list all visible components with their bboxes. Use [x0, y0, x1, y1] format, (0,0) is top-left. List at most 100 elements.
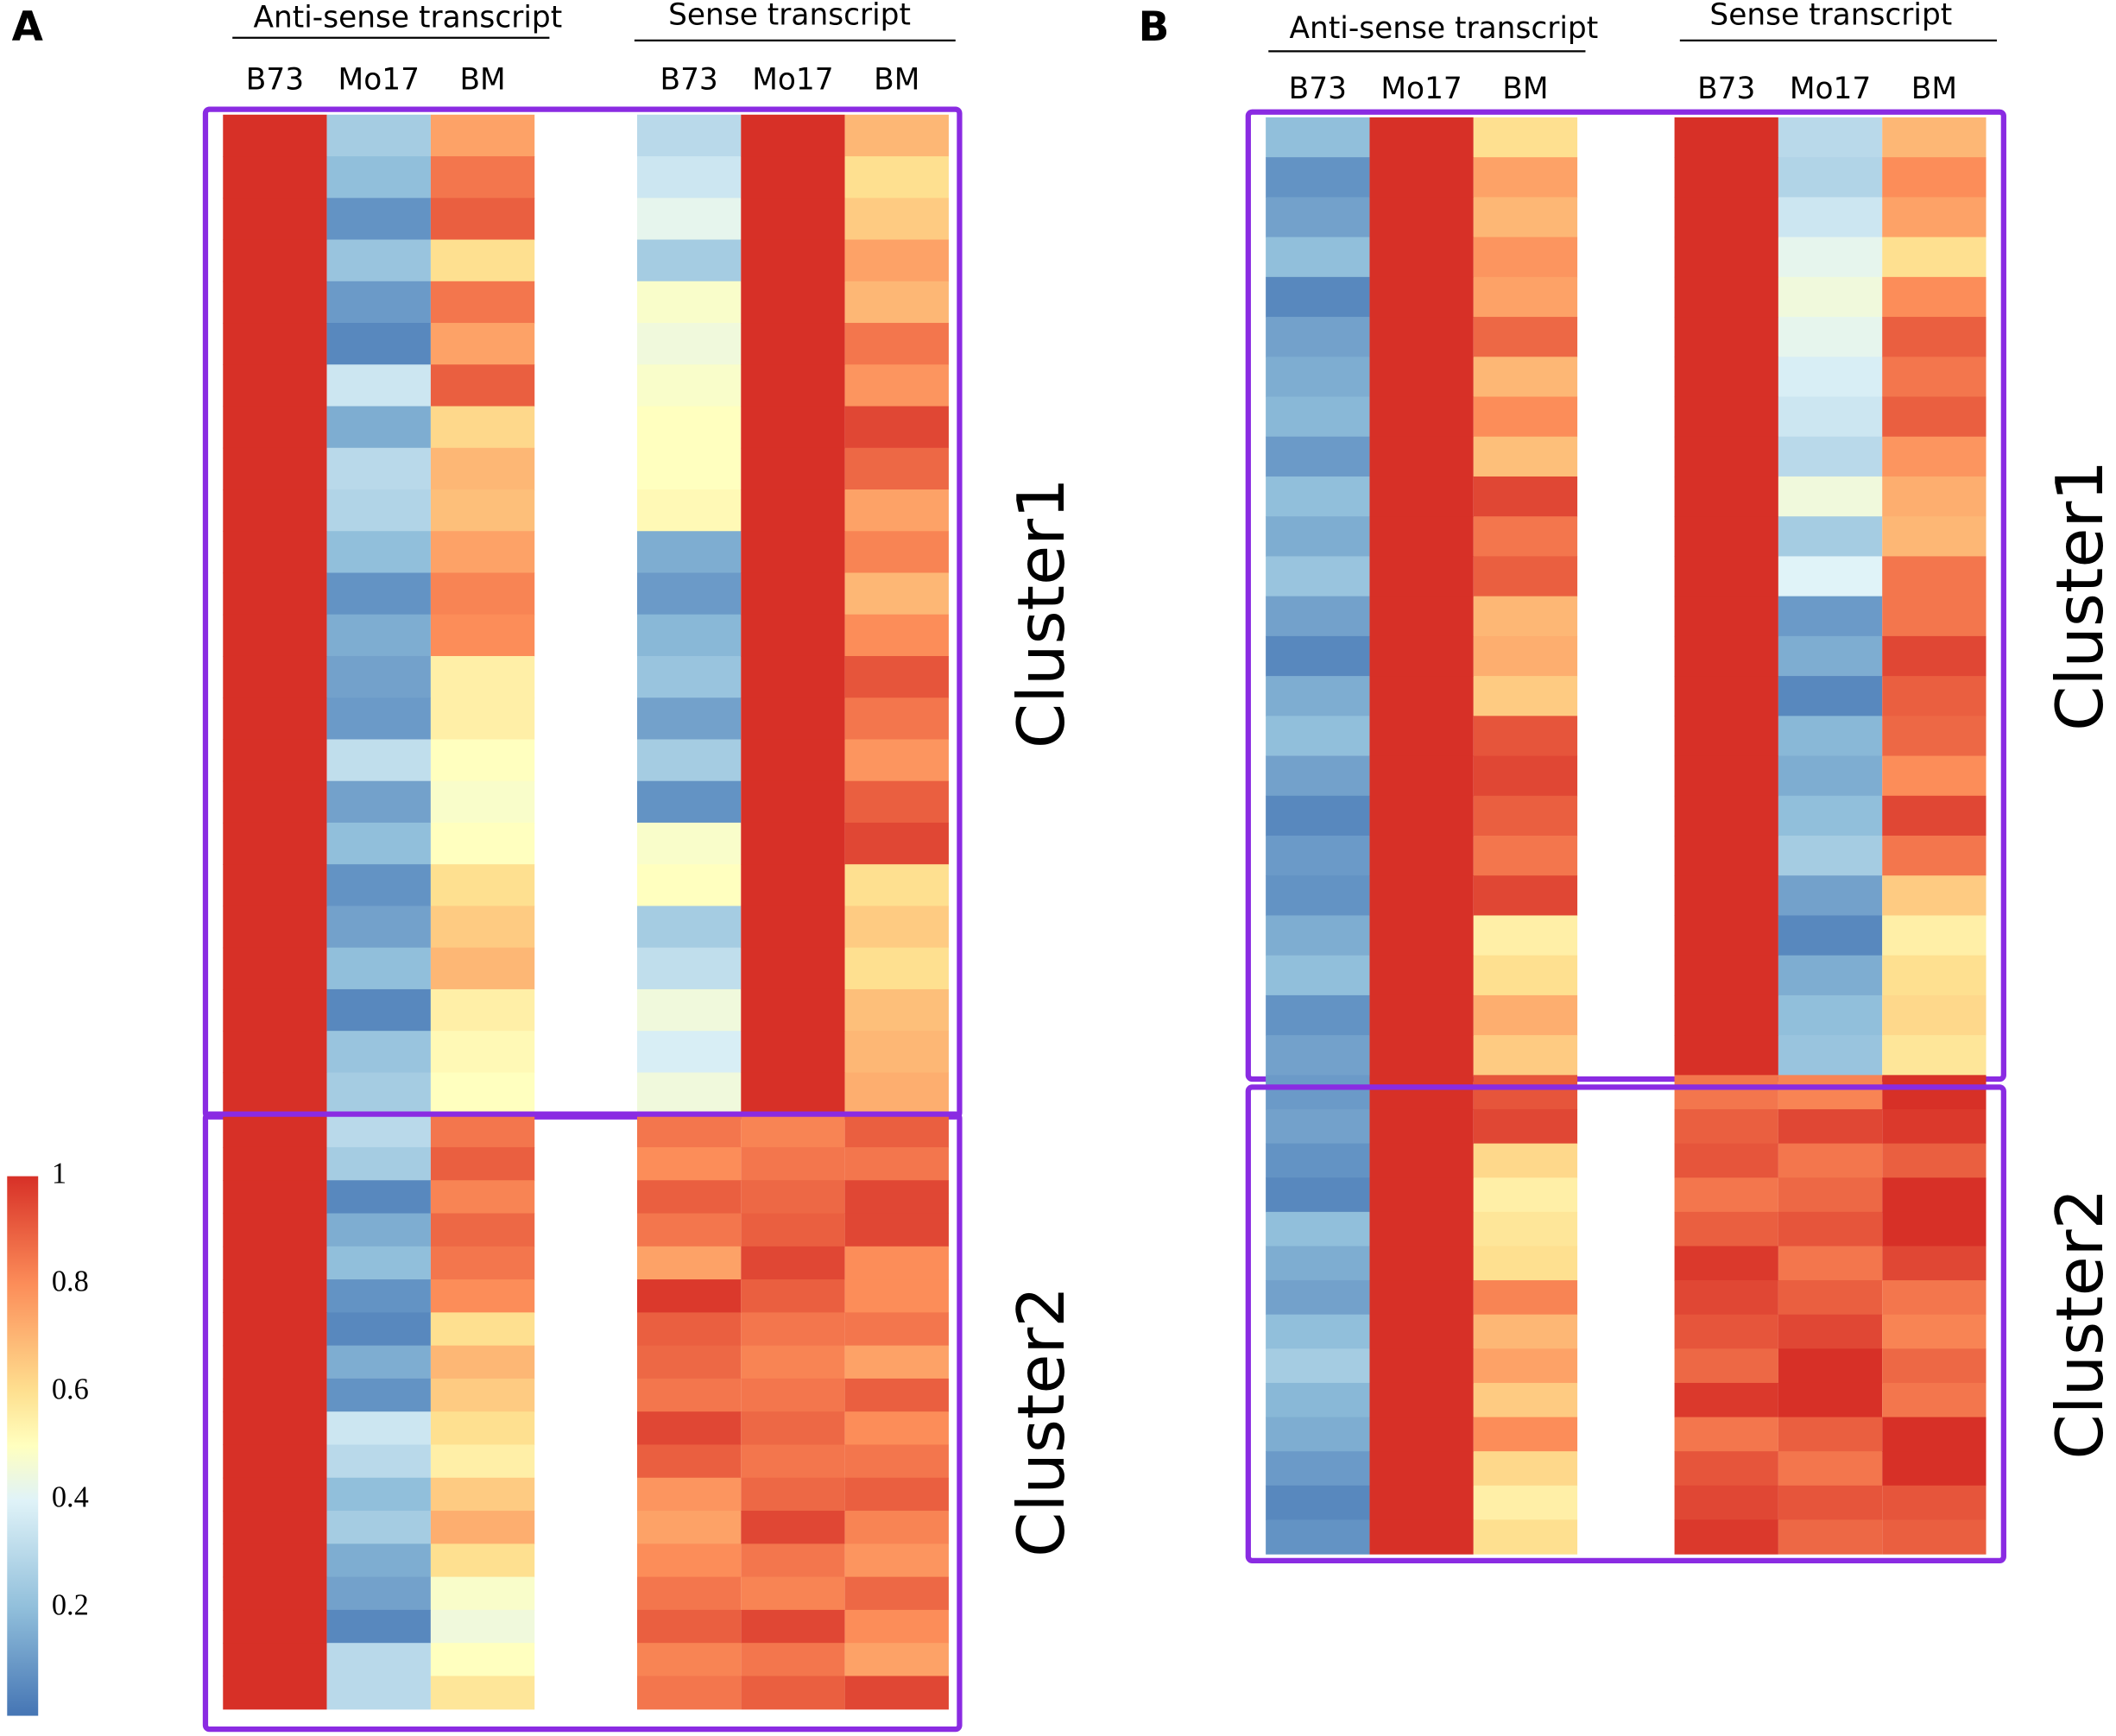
heatmap-cell: [1674, 676, 1778, 716]
heatmap-cell: [741, 822, 845, 865]
heatmap-cell: [1778, 1485, 1883, 1521]
heatmap-cell: [636, 655, 742, 698]
heatmap-cell: [1882, 1108, 1987, 1145]
heatmap-cell: [326, 364, 431, 407]
heatmap-cell: [636, 1378, 742, 1412]
heatmap-cell: [1369, 1075, 1474, 1110]
heatmap-cell: [636, 1576, 742, 1611]
heatmap-cell: [1778, 835, 1883, 876]
heatmap-cell: [844, 1146, 949, 1181]
heatmap-cell: [844, 1114, 949, 1148]
heatmap-cell: [1674, 1382, 1778, 1418]
heatmap-cell: [223, 572, 327, 615]
heatmap-cell: [636, 1246, 742, 1280]
heatmap-cell: [1369, 1314, 1474, 1349]
heatmap-cell: [430, 114, 535, 157]
heatmap-cell: [223, 281, 327, 324]
heatmap-cell: [1266, 317, 1370, 357]
heatmap-cell: [326, 1345, 431, 1379]
heatmap-cell: [844, 364, 949, 407]
heatmap-cell: [1778, 1143, 1883, 1178]
heatmap-cell: [1674, 317, 1778, 357]
heatmap-cell: [430, 1511, 535, 1544]
heatmap-cell: [844, 1576, 949, 1611]
heatmap-cell: [1674, 1035, 1778, 1076]
heatmap-cell: [1778, 1382, 1883, 1418]
heatmap-cell: [741, 655, 845, 698]
heatmap-cell: [1266, 1314, 1370, 1349]
cluster-label: Cluster2: [2042, 1189, 2116, 1460]
heatmap-cell: [1369, 755, 1474, 797]
heatmap-cell: [223, 864, 327, 907]
heatmap-cell: [223, 1543, 327, 1578]
heatmap-cell: [636, 1676, 742, 1710]
heatmap-cell: [741, 614, 845, 657]
column-label: B73: [246, 62, 304, 97]
heatmap-cell: [1473, 357, 1578, 398]
heatmap-cell: [430, 281, 535, 324]
heatmap-cell: [741, 1477, 845, 1512]
heatmap-cell: [636, 739, 742, 782]
heatmap-cell: [1778, 197, 1883, 238]
heatmap-cell: [1674, 1451, 1778, 1487]
heatmap-cell: [741, 1676, 845, 1710]
heatmap-cell: [1778, 237, 1883, 278]
heatmap-cell: [430, 1477, 535, 1512]
heatmap-cell: [223, 198, 327, 241]
heatmap-cell: [430, 323, 535, 365]
heatmap-cell: [430, 1543, 535, 1578]
heatmap-cell: [741, 1511, 845, 1544]
heatmap-cell: [223, 531, 327, 574]
heatmap-cell: [1882, 1519, 1987, 1555]
heatmap-cell: [636, 1543, 742, 1578]
heatmap-cell: [430, 406, 535, 449]
heatmap-cell: [1882, 157, 1987, 199]
heatmap-cell: [1473, 1280, 1578, 1316]
heatmap-cell: [430, 655, 535, 698]
heatmap-cell: [1369, 1177, 1474, 1213]
heatmap-cell: [1369, 1280, 1474, 1316]
heatmap-cell: [1778, 755, 1883, 797]
heatmap-cell: [326, 156, 431, 199]
heatmap-cell: [741, 114, 845, 157]
heatmap-cell: [430, 1444, 535, 1479]
heatmap-cell: [1369, 237, 1474, 278]
heatmap-cell: [1369, 1246, 1474, 1281]
heatmap-cell: [636, 406, 742, 449]
heatmap-cell: [1882, 835, 1987, 876]
heatmap-cell: [1778, 1246, 1883, 1281]
colorbar-tick-label: 0.4: [52, 1480, 89, 1513]
heatmap-cell: [326, 655, 431, 698]
heatmap-cell: [636, 1072, 742, 1115]
heatmap-cell: [430, 364, 535, 407]
heatmap-cell: [223, 947, 327, 990]
heatmap-cell: [1473, 875, 1578, 917]
heatmap-cell: [223, 739, 327, 782]
heatmap-cell: [326, 698, 431, 741]
heatmap-cell: [1674, 1143, 1778, 1178]
heatmap-cell: [741, 698, 845, 741]
heatmap-cell: [1778, 1035, 1883, 1076]
heatmap-cell: [1674, 635, 1778, 677]
heatmap-cell: [1674, 276, 1778, 318]
heatmap-cell: [741, 239, 845, 282]
heatmap-cell: [636, 531, 742, 574]
heatmap-cell: [430, 1576, 535, 1611]
heatmap-cell: [1473, 1211, 1578, 1247]
heatmap-cell: [223, 1279, 327, 1313]
heatmap-cell: [1882, 1451, 1987, 1487]
heatmap-cell: [1882, 1348, 1987, 1384]
heatmap-cell: [1266, 875, 1370, 917]
heatmap-cell: [636, 1444, 742, 1479]
colorbar-tick-label: 1: [52, 1157, 66, 1190]
heatmap-cell: [1674, 117, 1778, 158]
heatmap-cell: [741, 780, 845, 824]
heatmap-cell: [1882, 1075, 1987, 1110]
heatmap-cell: [741, 156, 845, 199]
heatmap-cell: [844, 780, 949, 824]
heatmap-cell: [1473, 317, 1578, 357]
heatmap-cell: [223, 406, 327, 449]
heatmap-cell: [326, 572, 431, 615]
cluster-label: Cluster1: [1003, 477, 1079, 748]
